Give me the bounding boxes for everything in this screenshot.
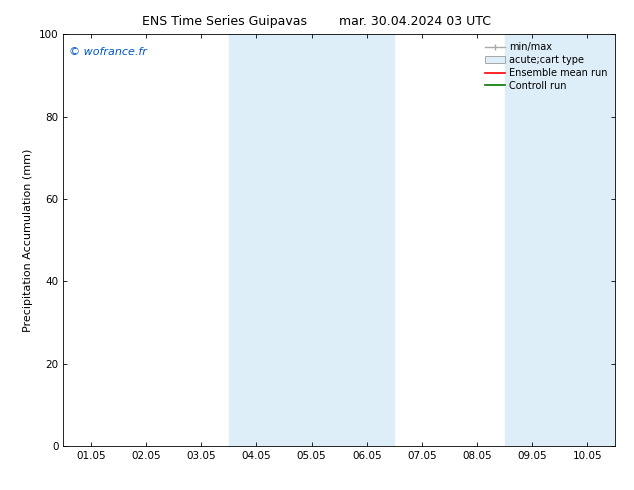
- Y-axis label: Precipitation Accumulation (mm): Precipitation Accumulation (mm): [23, 148, 34, 332]
- Text: © wofrance.fr: © wofrance.fr: [69, 47, 147, 57]
- Legend: min/max, acute;cart type, Ensemble mean run, Controll run: min/max, acute;cart type, Ensemble mean …: [482, 39, 610, 94]
- Bar: [505, 34, 615, 446]
- Bar: [229, 34, 394, 446]
- Text: ENS Time Series Guipavas        mar. 30.04.2024 03 UTC: ENS Time Series Guipavas mar. 30.04.2024…: [143, 15, 491, 28]
